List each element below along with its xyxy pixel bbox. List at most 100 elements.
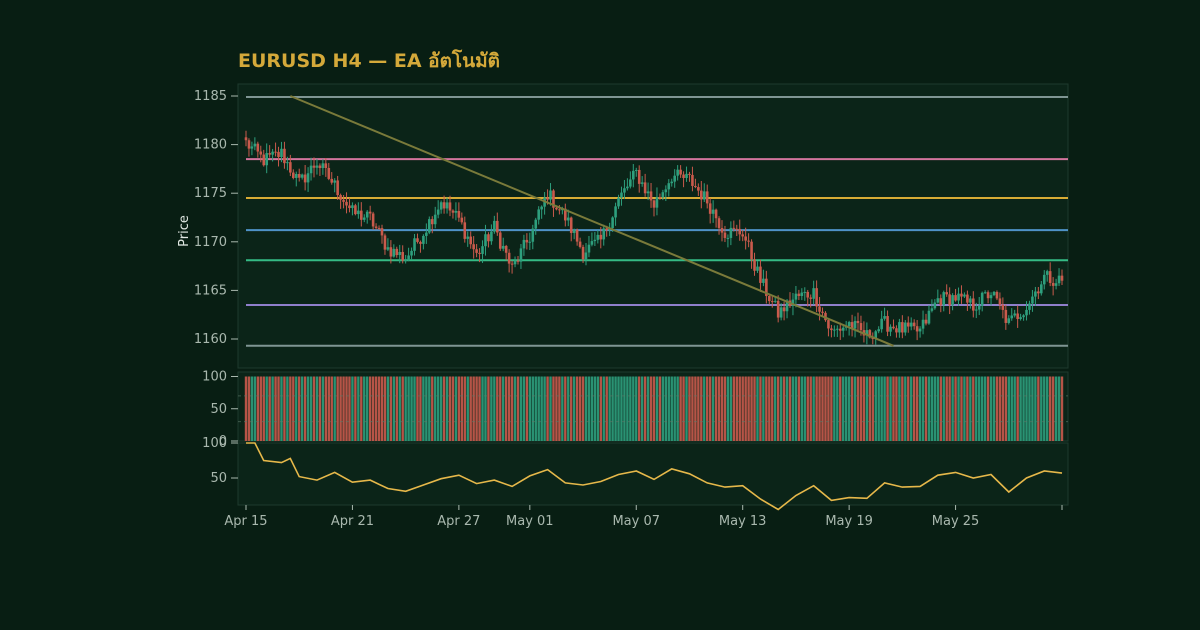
- volume-bar: [717, 376, 721, 441]
- volume-bar: [966, 376, 969, 441]
- volume-bar: [395, 376, 398, 441]
- candle-body: [634, 169, 638, 171]
- volume-bar: [765, 376, 768, 441]
- volume-bar: [389, 376, 393, 441]
- candle-body: [1031, 296, 1034, 304]
- volume-bar: [714, 376, 718, 441]
- volume-bar: [729, 376, 733, 441]
- volume-bar: [667, 376, 670, 441]
- candle-body: [904, 322, 907, 333]
- volume-bar: [762, 376, 765, 441]
- volume-bar: [1022, 376, 1025, 441]
- volume-bar: [892, 376, 895, 441]
- candle-body: [800, 292, 804, 296]
- candle-body: [995, 291, 999, 299]
- volume-bar: [685, 376, 688, 441]
- volume-bar: [646, 376, 650, 441]
- candle-body: [614, 206, 617, 218]
- volume-bar: [744, 376, 747, 441]
- volume-bar: [883, 376, 886, 441]
- volume-bar: [419, 376, 422, 441]
- candle-body: [841, 327, 845, 331]
- volume-bar: [626, 376, 629, 441]
- volume-bar: [874, 376, 877, 441]
- candle-body: [815, 288, 818, 307]
- candle-body: [593, 239, 597, 242]
- volume-bar: [534, 376, 537, 441]
- candle-body: [661, 192, 665, 198]
- volume-bar: [292, 376, 295, 441]
- y-axis-label: Price: [177, 215, 192, 247]
- candle-body: [741, 234, 744, 237]
- volume-bar: [741, 376, 744, 441]
- volume-bar: [753, 376, 756, 441]
- candle-body: [1001, 304, 1005, 310]
- candle-body: [812, 288, 815, 299]
- candle-body: [490, 231, 493, 242]
- candle-body: [425, 232, 428, 236]
- volume-bar: [262, 376, 265, 441]
- volume-bar: [1004, 376, 1008, 441]
- candle-body: [892, 326, 895, 329]
- candle-body: [850, 322, 854, 329]
- volume-bar: [658, 376, 662, 441]
- volume-bar: [469, 376, 472, 441]
- volume-bar: [942, 376, 945, 441]
- volume-bar: [602, 376, 605, 441]
- volume-bar: [383, 376, 387, 441]
- candle-body: [318, 165, 322, 169]
- volume-bar: [380, 376, 384, 441]
- candle-body: [336, 180, 339, 196]
- candle-body: [720, 227, 724, 233]
- volume-bar: [936, 376, 940, 441]
- volume-bar: [575, 376, 579, 441]
- candle-body: [1034, 291, 1037, 297]
- candle-body: [989, 295, 993, 299]
- volume-bar: [309, 376, 313, 441]
- candle-body: [986, 292, 990, 299]
- volume-bar: [706, 376, 709, 441]
- x-tick-label: Apr 15: [224, 514, 267, 529]
- volume-bar: [368, 376, 372, 441]
- volume-bar: [921, 376, 925, 441]
- volume-bar: [673, 376, 676, 441]
- candle-body: [581, 246, 585, 260]
- candle-body: [1019, 317, 1022, 319]
- volume-bar: [366, 376, 369, 441]
- volume-bar: [363, 376, 366, 441]
- candle-body: [762, 278, 765, 283]
- candle-body: [942, 292, 946, 306]
- candle-body: [717, 218, 721, 228]
- candle-body: [566, 217, 570, 221]
- candle-body: [646, 191, 650, 194]
- volume-bar: [986, 376, 990, 441]
- candle-body: [747, 240, 750, 242]
- volume-bar: [877, 376, 880, 441]
- volume-bar: [655, 376, 659, 441]
- candle-body: [711, 209, 715, 214]
- candle-body: [374, 226, 378, 228]
- candle-body: [655, 197, 659, 208]
- volume-bar: [933, 376, 937, 441]
- candle-body: [294, 173, 298, 178]
- candle-body: [617, 197, 620, 207]
- x-tick-label: May 01: [506, 514, 554, 529]
- candle-body: [1028, 303, 1031, 310]
- volume-bar: [525, 376, 529, 441]
- volume-bar: [697, 376, 700, 441]
- volume-bar: [1043, 376, 1046, 441]
- volume-bar: [842, 376, 845, 441]
- candle-body: [297, 173, 301, 178]
- candle-body: [895, 328, 898, 333]
- volume-bar: [247, 376, 251, 441]
- candle-body: [782, 307, 786, 312]
- volume-bar: [386, 376, 390, 441]
- trendline: [289, 95, 894, 347]
- candle-body: [969, 298, 972, 303]
- candle-body: [744, 236, 747, 241]
- volume-bar: [484, 376, 487, 441]
- volume-bar: [980, 376, 984, 441]
- candle-body: [602, 228, 606, 240]
- volume-bar: [425, 376, 428, 441]
- volume-bar: [969, 376, 972, 441]
